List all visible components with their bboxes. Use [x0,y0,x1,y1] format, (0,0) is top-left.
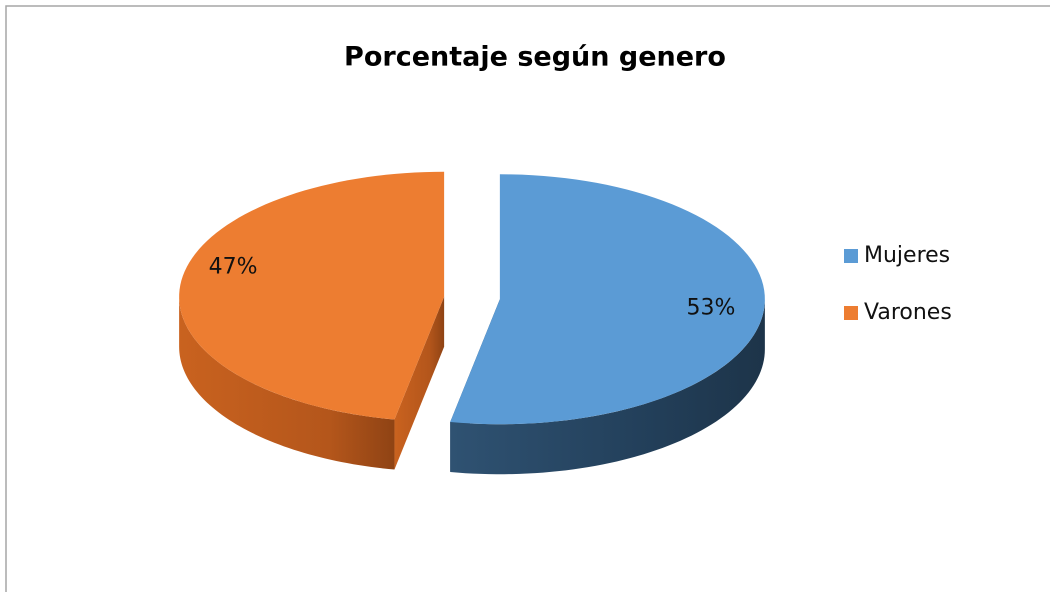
pie-slice [450,174,765,475]
slice-side [179,296,395,470]
legend-swatch [844,249,858,263]
legend-swatch [844,306,858,320]
slice-wall [394,296,445,470]
slice-side [450,299,765,475]
slice-top [450,174,765,425]
chart-title: Porcentaje según genero [344,42,726,73]
data-label: 47% [209,254,258,279]
legend-label: Mujeres [864,243,950,268]
slice-top [179,171,445,420]
data-label: 53% [686,296,735,321]
pie-slice [179,171,445,470]
legend-label: Varones [864,300,952,325]
